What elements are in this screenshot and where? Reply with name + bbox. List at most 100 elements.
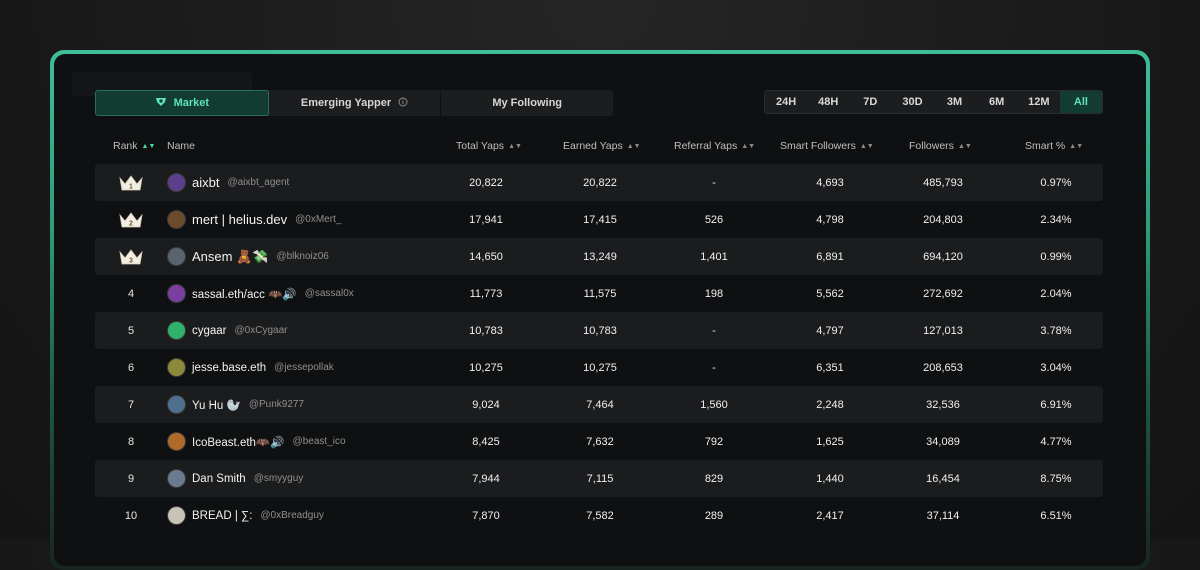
- range-24h[interactable]: 24H: [775, 96, 797, 108]
- avatar[interactable]: [167, 247, 186, 266]
- referral-yaps-cell: 526: [704, 213, 724, 226]
- range-all[interactable]: All: [1059, 91, 1102, 113]
- total-yaps-cell: 14,650: [469, 250, 503, 263]
- referral-yaps-cell: -: [712, 324, 716, 337]
- range-3m[interactable]: 3M: [946, 96, 963, 108]
- column-smart-followers[interactable]: Smart Followers ▲▼: [780, 140, 874, 152]
- table-row[interactable]: 6 jesse.base.eth @jessepollak 10,275 10,275 -…: [95, 349, 1103, 386]
- followers-cell: 32,536: [926, 398, 960, 411]
- smart-followers-cell: 2,248: [816, 398, 844, 411]
- name-cell[interactable]: sassal.eth/acc 🦇🔊 @sassal0x: [167, 275, 354, 312]
- earned-yaps-cell: 7,464: [586, 398, 614, 411]
- column-total-yaps[interactable]: Total Yaps ▲▼: [456, 140, 522, 152]
- user-handle[interactable]: @blknoiz06: [276, 251, 329, 262]
- tab-market[interactable]: Market: [95, 90, 269, 116]
- user-handle[interactable]: @beast_ico: [292, 436, 346, 447]
- user-handle[interactable]: @0xBreadguy: [260, 510, 324, 521]
- rank-cell: 6: [95, 349, 167, 386]
- name-cell[interactable]: BREAD | ∑: @0xBreadguy: [167, 497, 324, 534]
- avatar[interactable]: [167, 432, 186, 451]
- rank-cell: 1: [95, 164, 167, 201]
- avatar[interactable]: [167, 358, 186, 377]
- user-handle[interactable]: @jessepollak: [274, 362, 334, 373]
- table-row[interactable]: 10 BREAD | ∑: @0xBreadguy 7,870 7,582 289 2,41…: [95, 497, 1103, 534]
- user-name[interactable]: aixbt: [192, 175, 220, 190]
- rank-cell: 10: [95, 497, 167, 534]
- smart-pct-cell: 6.91%: [1040, 398, 1072, 411]
- user-name[interactable]: Yu Hu 🦭: [192, 399, 241, 412]
- table-row[interactable]: 4 sassal.eth/acc 🦇🔊 @sassal0x 11,773 11,575 1…: [95, 275, 1103, 312]
- avatar[interactable]: [167, 469, 186, 488]
- rank-cell: 2: [95, 201, 167, 238]
- tab-my-following-label: My Following: [492, 97, 563, 109]
- column-earned-yaps[interactable]: Earned Yaps ▲▼: [563, 140, 641, 152]
- user-name[interactable]: BREAD | ∑:: [192, 509, 253, 522]
- table-row[interactable]: 3 Ansem 🧸💸 @blknoiz06 14,650 13,249 1,401 6,89…: [95, 238, 1103, 275]
- avatar[interactable]: [167, 173, 186, 192]
- rank-cell: 8: [95, 423, 167, 460]
- name-cell[interactable]: Yu Hu 🦭 @Punk9277: [167, 386, 304, 423]
- referral-yaps-cell: -: [712, 361, 716, 374]
- user-name[interactable]: mert | helius.dev: [192, 212, 288, 227]
- column-followers[interactable]: Followers ▲▼: [909, 140, 972, 152]
- user-name[interactable]: IcoBeast.eth🦇🔊: [192, 436, 285, 449]
- name-cell[interactable]: jesse.base.eth @jessepollak: [167, 349, 334, 386]
- name-cell[interactable]: cygaar @0xCygaar: [167, 312, 287, 349]
- followers-cell: 272,692: [923, 287, 963, 300]
- earned-yaps-cell: 10,783: [583, 324, 617, 337]
- name-cell[interactable]: mert | helius.dev @0xMert_: [167, 201, 341, 238]
- sort-icon: ▲▼: [1069, 142, 1084, 150]
- range-30d[interactable]: 30D: [902, 96, 923, 108]
- user-name[interactable]: Dan Smith: [192, 472, 246, 485]
- earned-yaps-cell: 17,415: [583, 213, 617, 226]
- column-smart-followers-label: Smart Followers: [780, 140, 856, 152]
- range-6m[interactable]: 6M: [989, 96, 1005, 108]
- user-name[interactable]: sassal.eth/acc 🦇🔊: [192, 288, 297, 301]
- sort-icon: ▲▼: [508, 142, 522, 150]
- name-cell[interactable]: IcoBeast.eth🦇🔊 @beast_ico: [167, 423, 346, 460]
- user-handle[interactable]: @sassal0x: [304, 288, 354, 299]
- user-handle[interactable]: @0xCygaar: [234, 325, 288, 336]
- crown-rank-number: 3: [129, 257, 133, 264]
- table-row[interactable]: 9 Dan Smith @smyyguy 7,944 7,115 829 1,440 16,4…: [95, 460, 1103, 497]
- table-row[interactable]: 2 mert | helius.dev @0xMert_ 17,941 17,415 52…: [95, 201, 1103, 238]
- user-handle[interactable]: @aixbt_agent: [227, 177, 290, 188]
- earned-yaps-cell: 7,632: [586, 435, 614, 448]
- user-handle[interactable]: @Punk9277: [248, 399, 305, 410]
- table-row[interactable]: 5 cygaar @0xCygaar 10,783 10,783 - 4,797 127,01…: [95, 312, 1103, 349]
- name-cell[interactable]: Ansem 🧸💸 @blknoiz06: [167, 238, 329, 275]
- smart-pct-cell: 3.78%: [1040, 324, 1072, 337]
- column-rank[interactable]: Rank ▲▼: [113, 140, 155, 152]
- avatar[interactable]: [167, 506, 186, 525]
- tab-my-following[interactable]: My Following: [441, 90, 613, 116]
- referral-yaps-cell: 829: [704, 472, 724, 485]
- range-7d[interactable]: 7D: [863, 96, 878, 108]
- user-name[interactable]: cygaar: [192, 324, 227, 337]
- rank-number: 9: [127, 472, 135, 485]
- rank-number: 6: [127, 361, 135, 374]
- tab-emerging-yapper[interactable]: Emerging Yapper: [269, 90, 442, 116]
- avatar[interactable]: [167, 395, 186, 414]
- avatar[interactable]: [167, 284, 186, 303]
- range-12m[interactable]: 12M: [1028, 96, 1050, 108]
- name-cell[interactable]: Dan Smith @smyyguy: [167, 460, 303, 497]
- column-rank-label: Rank: [113, 140, 138, 152]
- user-name[interactable]: Ansem 🧸💸: [192, 248, 269, 264]
- table-row[interactable]: 1 aixbt @aixbt_agent 20,822 20,822 - 4,693 485,…: [95, 164, 1103, 201]
- table-row[interactable]: 8 IcoBeast.eth🦇🔊 @beast_ico 8,425 7,632 792 1,…: [95, 423, 1103, 460]
- user-handle[interactable]: @smyyguy: [253, 473, 304, 484]
- name-cell[interactable]: aixbt @aixbt_agent: [167, 164, 289, 201]
- column-smart-pct[interactable]: Smart % ▲▼: [1025, 140, 1083, 152]
- avatar[interactable]: [167, 210, 186, 229]
- user-handle[interactable]: @0xMert_: [295, 214, 342, 225]
- range-48h[interactable]: 48H: [818, 96, 839, 108]
- rank-number: 8: [127, 435, 135, 448]
- smart-pct-cell: 2.34%: [1040, 213, 1072, 226]
- info-icon[interactable]: [398, 97, 408, 110]
- user-name[interactable]: jesse.base.eth: [192, 361, 267, 374]
- column-referral-yaps[interactable]: Referral Yaps ▲▼: [674, 140, 755, 152]
- leaderboard-table: 1 aixbt @aixbt_agent 20,822 20,822-4,693 485,…: [95, 164, 1103, 534]
- table-row[interactable]: 7 Yu Hu 🦭 @Punk9277 9,024 7,464 1,560 2,248 32,…: [95, 386, 1103, 423]
- avatar[interactable]: [167, 321, 186, 340]
- column-total-yaps-label: Total Yaps: [456, 140, 505, 152]
